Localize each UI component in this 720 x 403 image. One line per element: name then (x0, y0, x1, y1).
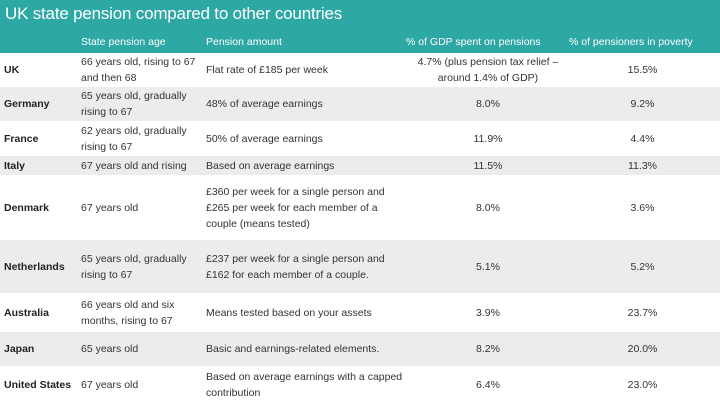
country-cell: United States (4, 378, 72, 391)
table-row: Italy 67 years old and rising Based on ave… (0, 156, 720, 175)
table-row: Netherlands 65 years old, gradually risin… (0, 240, 720, 293)
age-cell: 65 years old, gradually rising to 67 (81, 90, 187, 118)
gdp-cell: 6.4% (476, 378, 500, 391)
poverty-cell: 23.0% (627, 378, 658, 391)
amount-cell: Flat rate of £185 per week (206, 64, 328, 76)
poverty-cell: 9.2% (630, 98, 655, 110)
country-cell: Italy (4, 159, 26, 172)
age-cell: 67 years old (81, 378, 139, 391)
table-header: UK state pension compared to other count… (0, 0, 720, 53)
amount-cell: 50% of average earnings (206, 132, 323, 145)
country-cell: Netherlands (4, 260, 65, 273)
poverty-cell: 3.6% (630, 201, 655, 214)
country-cell: Denmark (4, 201, 49, 214)
table-row: Australia 66 years old and six months, ri… (0, 293, 720, 332)
poverty-cell: 23.7% (627, 306, 658, 319)
amount-cell: Means tested based on your assets (206, 306, 372, 319)
gdp-cell: 8.0% (476, 98, 500, 110)
gdp-cell: 3.9% (476, 306, 500, 319)
country-cell: Germany (4, 98, 50, 110)
column-header-amount: Pension amount (206, 36, 282, 48)
age-cell: 62 years old, gradually rising to 67 (81, 124, 187, 153)
amount-cell: 48% of average earnings (206, 98, 323, 110)
column-header-poverty: % of pensioners in poverty (569, 36, 693, 48)
country-cell: UK (4, 64, 20, 76)
age-cell: 66 years old, rising to 67 and then 68 (81, 56, 196, 84)
table-row: United States 67 years old Based on averag… (0, 366, 720, 403)
column-header-gdp: % of GDP spent on pensions (406, 36, 541, 48)
table-row: Japan 65 years old Basic and earnings-rela… (0, 332, 720, 366)
gdp-cell: 5.1% (476, 260, 500, 273)
column-header-age: State pension age (81, 36, 166, 48)
poverty-cell: 15.5% (627, 64, 658, 76)
table-row: UK 66 years old, rising to 67 and then 68… (0, 53, 720, 87)
gdp-cell: 11.5% (473, 159, 503, 172)
poverty-cell: 4.4% (630, 132, 655, 145)
gdp-cell: 8.2% (476, 343, 500, 355)
age-cell: 67 years old and rising (81, 159, 187, 172)
poverty-cell: 11.3% (628, 159, 657, 172)
country-cell: Japan (4, 343, 35, 355)
amount-cell: Based on average earnings with a capped … (206, 370, 403, 399)
country-cell: Australia (4, 306, 49, 319)
age-cell: 65 years old, gradually rising to 67 (81, 252, 187, 281)
gdp-cell: 8.0% (476, 201, 500, 214)
poverty-cell: 20.0% (627, 343, 658, 355)
table-row: Denmark 67 years old £360 per week for a s… (0, 175, 720, 240)
table-row: France 62 years old, gradually rising to … (0, 121, 720, 156)
table-row: Germany 65 years old, gradually rising to… (0, 87, 720, 121)
poverty-cell: 5.2% (630, 260, 655, 273)
gdp-cell: 11.9% (473, 132, 503, 145)
gdp-cell: 4.7% (plus pension tax relief – around 1… (417, 56, 559, 84)
amount-cell: Basic and earnings-related elements. (206, 343, 380, 355)
page-title: UK state pension compared to other count… (5, 4, 343, 23)
country-cell: France (4, 132, 39, 145)
amount-cell: £237 per week for a single person and £1… (206, 252, 385, 281)
amount-cell: £360 per week for a single person and £2… (206, 185, 385, 230)
age-cell: 65 years old (81, 343, 139, 355)
amount-cell: Based on average earnings (206, 159, 335, 172)
age-cell: 67 years old (81, 201, 139, 214)
age-cell: 66 years old and six months, rising to 6… (81, 298, 175, 327)
